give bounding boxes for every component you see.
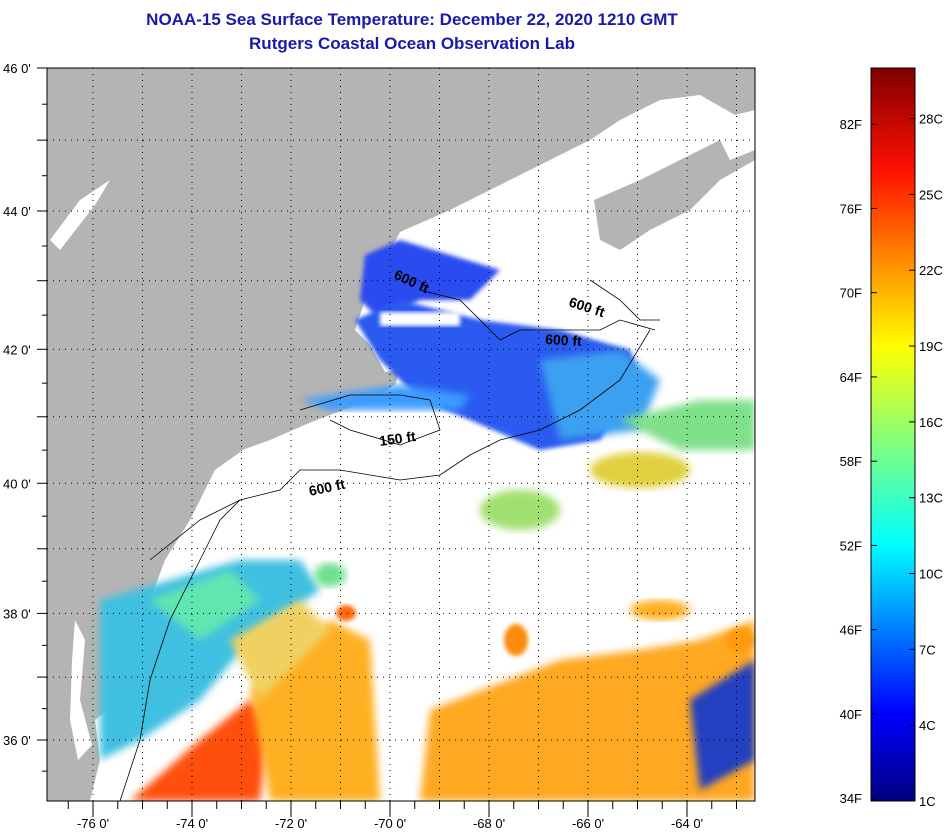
colorbar-f-label: 70F	[840, 286, 862, 301]
lon-tick-label: -68 0'	[473, 816, 505, 831]
colorbar-f-label: 40F	[840, 707, 862, 722]
sst-data-layer	[100, 240, 755, 801]
lat-tick-label: 42 0'	[3, 342, 31, 357]
contour-label-600ft-4: 600 ft	[307, 476, 346, 499]
graticule	[47, 68, 755, 801]
map-axes: -76 0' -74 0' -72 0' -70 0' -68 0' -66 0' -64 …	[3, 61, 737, 831]
long-island-land	[210, 410, 330, 458]
colorbar-c-label: 25C	[919, 187, 943, 202]
lon-tick-label: -64 0'	[671, 816, 703, 831]
lon-tick-label: -72 0'	[275, 816, 307, 831]
colorbar-c-label: 22C	[919, 263, 943, 278]
colorbar-f-label: 82F	[840, 117, 862, 132]
lake-water	[50, 180, 110, 250]
colorbar-c-label: 4C	[919, 718, 936, 733]
lon-tick-label: -66 0'	[572, 816, 604, 831]
map-panel[interactable]: 600 ft 600 ft 600 ft 150 ft 600 ft	[47, 68, 755, 801]
colorbar-f-label: 34F	[840, 791, 862, 806]
lat-tick-label: 44 0'	[3, 204, 31, 219]
lon-tick-label: -70 0'	[374, 816, 406, 831]
colorbar-c-label: 7C	[919, 642, 936, 657]
bathymetry-contours	[119, 279, 660, 801]
colorbar-f-label: 52F	[840, 538, 862, 553]
colorbar-c-label: 10C	[919, 567, 943, 582]
chesapeake-water	[70, 620, 92, 760]
colorbar-c-label: 19C	[919, 339, 943, 354]
colorbar-f-label: 64F	[840, 370, 862, 385]
lon-tick-label: -76 0'	[77, 816, 109, 831]
lat-tick-label: 46 0'	[3, 61, 31, 76]
title-line-2: Rutgers Coastal Ocean Observation Lab	[249, 34, 575, 53]
colorbar-f-label: 58F	[840, 454, 862, 469]
map-frame	[46, 67, 756, 802]
lat-tick-label: 40 0'	[3, 476, 31, 491]
colorbar-f-label: 76F	[840, 201, 862, 216]
colorbar-c-label: 28C	[919, 112, 943, 127]
colorbar-c-label: 16C	[919, 415, 943, 430]
colorbar-c-label: 1C	[919, 794, 936, 809]
colorbar-gradient	[870, 67, 916, 802]
colorbar-f-label: 46F	[840, 623, 862, 638]
lon-tick-label: -74 0'	[176, 816, 208, 831]
contour-label-600ft-3: 600 ft	[545, 331, 583, 349]
contour-label-150ft: 150 ft	[378, 428, 417, 449]
nova-scotia-land	[594, 140, 755, 250]
colorbar: 82F 76F 70F 64F 58F 52F 46F 40F 34F 28C 25C 22C 19C 1…	[840, 67, 943, 809]
colorbar-c-label: 13C	[919, 491, 943, 506]
lat-tick-label: 36 0'	[3, 733, 31, 748]
title-line-1: NOAA-15 Sea Surface Temperature: Decembe…	[146, 10, 678, 29]
lat-tick-label: 38 0'	[3, 606, 31, 621]
